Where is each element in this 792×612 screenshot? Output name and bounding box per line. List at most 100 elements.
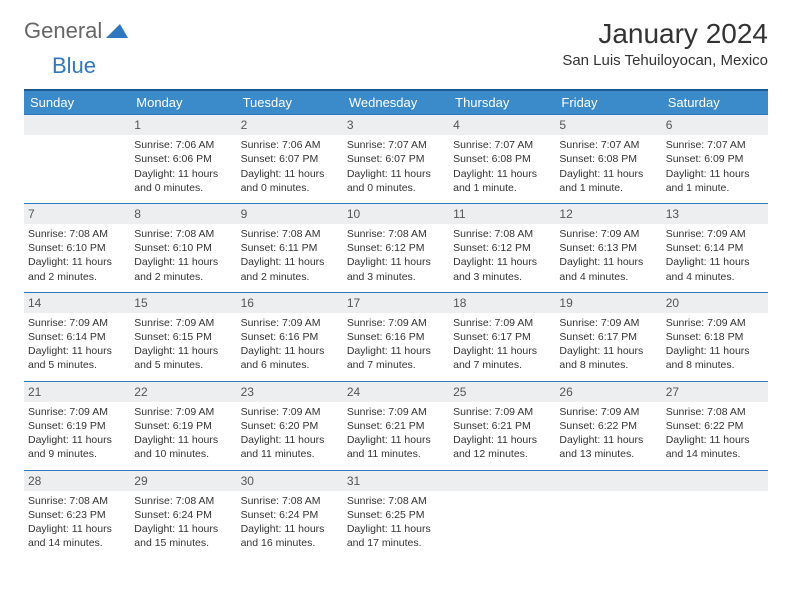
calendar-week-row: 21Sunrise: 7:09 AMSunset: 6:19 PMDayligh… xyxy=(24,381,768,470)
day-sunrise: Sunrise: 7:07 AM xyxy=(559,138,657,152)
month-title: January 2024 xyxy=(562,18,768,50)
day-sunset: Sunset: 6:10 PM xyxy=(134,241,232,255)
title-block: January 2024 San Luis Tehuiloyocan, Mexi… xyxy=(562,18,768,69)
day-sunrise: Sunrise: 7:06 AM xyxy=(134,138,232,152)
day-sunrise: Sunrise: 7:09 AM xyxy=(453,405,551,419)
day-sunset: Sunset: 6:25 PM xyxy=(347,508,445,522)
day-sunrise: Sunrise: 7:08 AM xyxy=(28,227,126,241)
calendar-week-row: 7Sunrise: 7:08 AMSunset: 6:10 PMDaylight… xyxy=(24,203,768,292)
calendar-day-cell: 31Sunrise: 7:08 AMSunset: 6:25 PMDayligh… xyxy=(343,470,449,558)
day-daylight: Daylight: 11 hours and 4 minutes. xyxy=(559,255,657,283)
calendar-day-cell: 26Sunrise: 7:09 AMSunset: 6:22 PMDayligh… xyxy=(555,381,661,470)
day-sunset: Sunset: 6:20 PM xyxy=(241,419,339,433)
day-number: 4 xyxy=(449,115,555,135)
calendar-day-cell: 22Sunrise: 7:09 AMSunset: 6:19 PMDayligh… xyxy=(130,381,236,470)
day-number-empty xyxy=(449,471,555,491)
day-number: 7 xyxy=(24,204,130,224)
day-sunset: Sunset: 6:19 PM xyxy=(28,419,126,433)
logo: General xyxy=(24,18,128,44)
day-daylight: Daylight: 11 hours and 3 minutes. xyxy=(453,255,551,283)
day-sunset: Sunset: 6:17 PM xyxy=(453,330,551,344)
day-sunrise: Sunrise: 7:08 AM xyxy=(453,227,551,241)
day-daylight: Daylight: 11 hours and 14 minutes. xyxy=(666,433,764,461)
weekday-header: Wednesday xyxy=(343,90,449,115)
calendar-day-cell: 21Sunrise: 7:09 AMSunset: 6:19 PMDayligh… xyxy=(24,381,130,470)
weekday-header: Thursday xyxy=(449,90,555,115)
calendar-day-cell: 1Sunrise: 7:06 AMSunset: 6:06 PMDaylight… xyxy=(130,115,236,204)
day-sunset: Sunset: 6:14 PM xyxy=(666,241,764,255)
day-daylight: Daylight: 11 hours and 11 minutes. xyxy=(347,433,445,461)
calendar-week-row: 28Sunrise: 7:08 AMSunset: 6:23 PMDayligh… xyxy=(24,470,768,558)
day-sunset: Sunset: 6:19 PM xyxy=(134,419,232,433)
day-number-empty xyxy=(662,471,768,491)
day-sunset: Sunset: 6:24 PM xyxy=(134,508,232,522)
day-daylight: Daylight: 11 hours and 4 minutes. xyxy=(666,255,764,283)
day-daylight: Daylight: 11 hours and 5 minutes. xyxy=(28,344,126,372)
day-number: 30 xyxy=(237,471,343,491)
day-sunrise: Sunrise: 7:09 AM xyxy=(134,316,232,330)
day-sunset: Sunset: 6:22 PM xyxy=(559,419,657,433)
weekday-header: Monday xyxy=(130,90,236,115)
day-number-empty xyxy=(555,471,661,491)
day-daylight: Daylight: 11 hours and 15 minutes. xyxy=(134,522,232,550)
day-number: 3 xyxy=(343,115,449,135)
calendar-day-cell: 27Sunrise: 7:08 AMSunset: 6:22 PMDayligh… xyxy=(662,381,768,470)
day-daylight: Daylight: 11 hours and 14 minutes. xyxy=(28,522,126,550)
day-sunset: Sunset: 6:21 PM xyxy=(347,419,445,433)
calendar-body: 1Sunrise: 7:06 AMSunset: 6:06 PMDaylight… xyxy=(24,115,768,559)
day-daylight: Daylight: 11 hours and 16 minutes. xyxy=(241,522,339,550)
day-sunset: Sunset: 6:06 PM xyxy=(134,152,232,166)
day-daylight: Daylight: 11 hours and 3 minutes. xyxy=(347,255,445,283)
day-daylight: Daylight: 11 hours and 5 minutes. xyxy=(134,344,232,372)
day-number: 6 xyxy=(662,115,768,135)
day-daylight: Daylight: 11 hours and 8 minutes. xyxy=(559,344,657,372)
day-number: 2 xyxy=(237,115,343,135)
day-sunrise: Sunrise: 7:08 AM xyxy=(241,494,339,508)
day-number: 14 xyxy=(24,293,130,313)
day-sunrise: Sunrise: 7:09 AM xyxy=(559,316,657,330)
calendar-day-cell: 10Sunrise: 7:08 AMSunset: 6:12 PMDayligh… xyxy=(343,203,449,292)
calendar-day-cell: 24Sunrise: 7:09 AMSunset: 6:21 PMDayligh… xyxy=(343,381,449,470)
day-sunset: Sunset: 6:14 PM xyxy=(28,330,126,344)
day-number: 26 xyxy=(555,382,661,402)
day-number: 20 xyxy=(662,293,768,313)
day-sunrise: Sunrise: 7:09 AM xyxy=(559,405,657,419)
day-sunset: Sunset: 6:09 PM xyxy=(666,152,764,166)
day-number: 22 xyxy=(130,382,236,402)
weekday-header: Tuesday xyxy=(237,90,343,115)
day-daylight: Daylight: 11 hours and 6 minutes. xyxy=(241,344,339,372)
location-label: San Luis Tehuiloyocan, Mexico xyxy=(562,52,768,69)
day-daylight: Daylight: 11 hours and 11 minutes. xyxy=(241,433,339,461)
day-daylight: Daylight: 11 hours and 2 minutes. xyxy=(28,255,126,283)
calendar-day-cell: 13Sunrise: 7:09 AMSunset: 6:14 PMDayligh… xyxy=(662,203,768,292)
calendar-day-cell: 23Sunrise: 7:09 AMSunset: 6:20 PMDayligh… xyxy=(237,381,343,470)
day-daylight: Daylight: 11 hours and 7 minutes. xyxy=(453,344,551,372)
day-number-empty xyxy=(24,115,130,135)
day-daylight: Daylight: 11 hours and 2 minutes. xyxy=(134,255,232,283)
day-sunset: Sunset: 6:07 PM xyxy=(241,152,339,166)
day-sunrise: Sunrise: 7:06 AM xyxy=(241,138,339,152)
day-sunset: Sunset: 6:10 PM xyxy=(28,241,126,255)
calendar-day-cell: 19Sunrise: 7:09 AMSunset: 6:17 PMDayligh… xyxy=(555,292,661,381)
calendar-day-cell: 15Sunrise: 7:09 AMSunset: 6:15 PMDayligh… xyxy=(130,292,236,381)
day-number: 28 xyxy=(24,471,130,491)
calendar-day-cell: 3Sunrise: 7:07 AMSunset: 6:07 PMDaylight… xyxy=(343,115,449,204)
day-sunset: Sunset: 6:07 PM xyxy=(347,152,445,166)
calendar-day-cell: 17Sunrise: 7:09 AMSunset: 6:16 PMDayligh… xyxy=(343,292,449,381)
calendar-day-cell: 5Sunrise: 7:07 AMSunset: 6:08 PMDaylight… xyxy=(555,115,661,204)
day-sunset: Sunset: 6:12 PM xyxy=(453,241,551,255)
calendar-day-cell: 16Sunrise: 7:09 AMSunset: 6:16 PMDayligh… xyxy=(237,292,343,381)
day-number: 19 xyxy=(555,293,661,313)
day-number: 11 xyxy=(449,204,555,224)
calendar-day-cell: 20Sunrise: 7:09 AMSunset: 6:18 PMDayligh… xyxy=(662,292,768,381)
day-sunset: Sunset: 6:08 PM xyxy=(559,152,657,166)
day-sunset: Sunset: 6:08 PM xyxy=(453,152,551,166)
day-number: 13 xyxy=(662,204,768,224)
calendar-day-cell: 14Sunrise: 7:09 AMSunset: 6:14 PMDayligh… xyxy=(24,292,130,381)
day-sunrise: Sunrise: 7:09 AM xyxy=(241,405,339,419)
day-sunrise: Sunrise: 7:07 AM xyxy=(347,138,445,152)
calendar-table: Sunday Monday Tuesday Wednesday Thursday… xyxy=(24,89,768,558)
day-sunrise: Sunrise: 7:09 AM xyxy=(134,405,232,419)
day-sunset: Sunset: 6:22 PM xyxy=(666,419,764,433)
day-sunset: Sunset: 6:24 PM xyxy=(241,508,339,522)
